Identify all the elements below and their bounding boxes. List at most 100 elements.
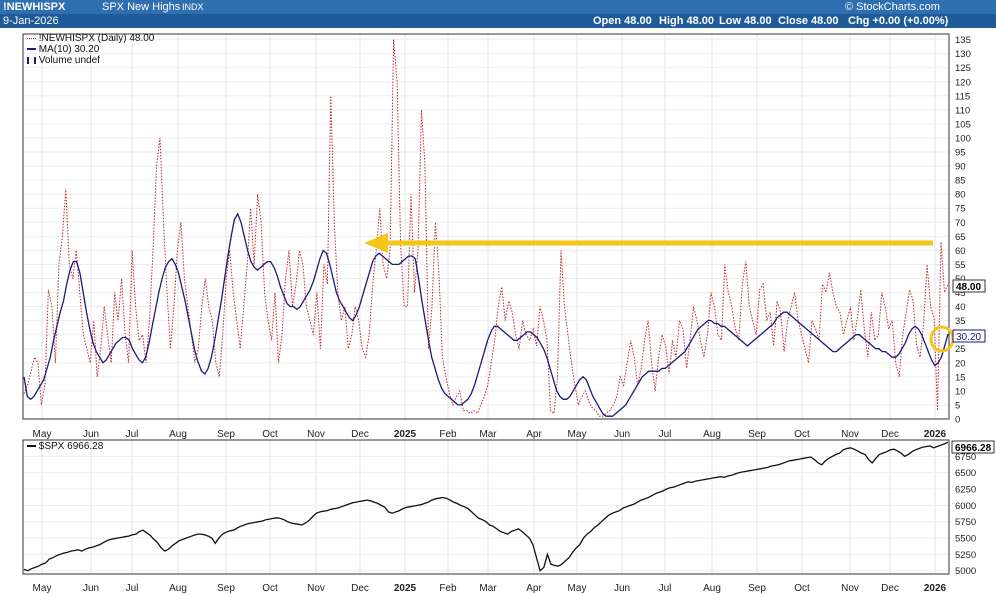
exchange-label: INDX xyxy=(182,2,204,12)
x-tick-label: Apr xyxy=(526,429,542,440)
y-tick-label: 45 xyxy=(955,288,966,299)
y-tick-label: 120 xyxy=(955,77,971,88)
x-tick-label: Sep xyxy=(748,583,766,594)
y-tick-label: 95 xyxy=(955,148,966,159)
x-tick-label: Dec xyxy=(881,583,899,594)
legend-solid-swatch xyxy=(27,48,36,51)
last-value-tag-top: 48.00 xyxy=(952,279,986,293)
x-tick-label: Jun xyxy=(614,429,630,440)
x-tick-label: Nov xyxy=(307,429,325,440)
y-tick-label: 20 xyxy=(955,358,966,369)
legend-solid-swatch xyxy=(27,445,36,448)
x-tick-label: Sep xyxy=(217,429,235,440)
bottom-panel-frame xyxy=(22,439,950,575)
yellow-arrow-annotation xyxy=(364,233,933,253)
y-tick-label: 65 xyxy=(955,232,966,243)
x-tick-label: Jun xyxy=(614,583,630,594)
legend-label: $SPX 6966.28 xyxy=(38,441,104,452)
y-tick-label: 6500 xyxy=(955,468,976,479)
y-tick-label: 5 xyxy=(955,400,960,411)
y-tick-label: 5250 xyxy=(955,550,976,561)
legend-item-spx: $SPX 6966.28 xyxy=(27,441,103,452)
x-tick-label: May xyxy=(33,583,52,594)
x-tick-label: May xyxy=(33,429,52,440)
chart-subheader-bar: 9-Jan-2026 Open 48.00 High 48.00 Low 48.… xyxy=(0,14,996,28)
series-name-label: SPX New Highs xyxy=(102,1,181,13)
x-tick-label: 2026 xyxy=(924,429,947,440)
y-tick-label: 6750 xyxy=(955,452,976,463)
x-tick-label: May xyxy=(568,583,587,594)
high-label: High 48.00 xyxy=(659,15,715,27)
x-tick-label: Oct xyxy=(794,583,810,594)
ma10-series-line xyxy=(23,212,949,417)
x-tick-label: 2025 xyxy=(394,429,417,440)
x-tick-label: Jul xyxy=(659,583,672,594)
arrow-head xyxy=(364,233,388,253)
ma-value-text: 30.20 xyxy=(956,332,981,343)
y-tick-label: 110 xyxy=(955,105,970,116)
x-tick-label: Sep xyxy=(748,429,766,440)
legend-label: MA(10) 30.20 xyxy=(38,44,100,55)
y-tick-label: 135 xyxy=(955,35,971,46)
x-tick-label: Jun xyxy=(83,429,99,440)
y-tick-label: 0 xyxy=(955,415,960,426)
y-tick-label: 80 xyxy=(955,190,966,201)
top-panel-grid xyxy=(23,34,949,420)
y-tick-label: 105 xyxy=(955,119,971,130)
x-tick-label: Mar xyxy=(479,583,497,594)
y-tick-label: 115 xyxy=(955,91,970,102)
y-tick-label: 40 xyxy=(955,302,966,313)
y-tick-label: 60 xyxy=(955,246,966,257)
x-tick-label: Dec xyxy=(351,583,369,594)
x-tick-label: Aug xyxy=(703,429,721,440)
date-label: 9-Jan-2026 xyxy=(3,15,59,27)
x-tick-label: 2025 xyxy=(394,583,417,594)
yellow-circle-annotation xyxy=(929,325,955,353)
legend-dotted-swatch xyxy=(27,37,36,39)
y-tick-label: 10 xyxy=(955,386,966,397)
y-tick-label: 75 xyxy=(955,204,966,215)
y-tick-label: 55 xyxy=(955,260,966,271)
x-tick-label: Dec xyxy=(881,429,899,440)
y-tick-label: 50 xyxy=(955,274,966,285)
x-tick-label: Nov xyxy=(307,583,325,594)
chart-header-bar: !NEWHISPX SPX New Highs INDX © StockChar… xyxy=(0,0,996,14)
close-label: Close 48.00 xyxy=(778,15,839,27)
y-tick-label: 130 xyxy=(955,49,971,60)
y-tick-label: 5000 xyxy=(955,566,976,577)
legend-item-newhighs: !NEWHISPX (Daily) 48.00 xyxy=(27,33,154,44)
y-tick-label: 90 xyxy=(955,162,966,173)
x-tick-label: 2026 xyxy=(924,583,947,594)
y-tick-label: 35 xyxy=(955,316,966,327)
change-label: Chg +0.00 (+0.00%) xyxy=(848,15,949,27)
y-tick-label: 100 xyxy=(955,133,971,144)
legend-item-volume: Volume undef xyxy=(27,55,100,66)
y-tick-label: 70 xyxy=(955,218,966,229)
y-tick-label: 5500 xyxy=(955,534,976,545)
x-tick-label: Aug xyxy=(169,583,187,594)
new-highs-series-line xyxy=(23,39,949,417)
symbol-label: !NEWHISPX xyxy=(3,1,66,13)
x-tick-label: Apr xyxy=(526,583,542,594)
y-tick-label: 15 xyxy=(955,372,966,383)
credit-label[interactable]: © StockCharts.com xyxy=(845,1,940,13)
x-tick-label: Nov xyxy=(841,429,859,440)
x-tick-label: Jul xyxy=(659,429,672,440)
x-tick-label: Aug xyxy=(703,583,721,594)
volume-bars-icon xyxy=(27,56,36,64)
x-tick-label: Oct xyxy=(794,429,810,440)
x-tick-label: Jul xyxy=(126,583,139,594)
x-tick-label: Dec xyxy=(351,429,369,440)
x-tick-label: Nov xyxy=(841,583,859,594)
open-label: Open 48.00 xyxy=(593,15,652,27)
y-tick-label: 25 xyxy=(955,344,966,355)
legend-label: Volume undef xyxy=(38,55,100,66)
x-tick-label: Oct xyxy=(262,583,278,594)
y-tick-label: 85 xyxy=(955,176,966,187)
y-tick-label: 6000 xyxy=(955,501,976,512)
spx-last-value-text: 6966.28 xyxy=(955,443,992,454)
low-label: Low 48.00 xyxy=(719,15,772,27)
last-value-text: 48.00 xyxy=(956,282,981,293)
legend-item-ma: MA(10) 30.20 xyxy=(27,44,99,55)
